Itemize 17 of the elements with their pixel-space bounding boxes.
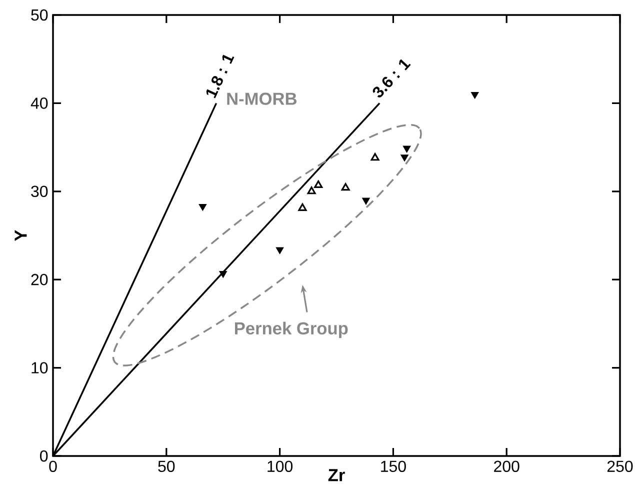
annotation: N-MORB — [227, 92, 296, 105]
x-tick-label: 0 — [49, 460, 57, 472]
y-tick-label: 20 — [31, 274, 48, 286]
y-tick-label: 0 — [40, 450, 48, 462]
text: 3.6 : 1 — [372, 59, 411, 98]
y-tick-label: 50 — [31, 9, 48, 21]
x-axis-title: Zr — [328, 469, 345, 482]
y-tick-label: 40 — [30, 98, 48, 109]
annotation: Pernek Group — [234, 322, 348, 338]
x-tick-label: 100 — [268, 460, 293, 472]
y-axis-title: Y — [14, 230, 27, 241]
y-tick-label: 10 — [32, 362, 48, 374]
y-tick-label: 30 — [31, 186, 48, 198]
x-tick-label: 150 — [381, 460, 406, 472]
x-tick-label: 250 — [607, 460, 633, 472]
x-tick-label: 200 — [494, 460, 520, 472]
x-tick-label: 50 — [158, 460, 175, 472]
